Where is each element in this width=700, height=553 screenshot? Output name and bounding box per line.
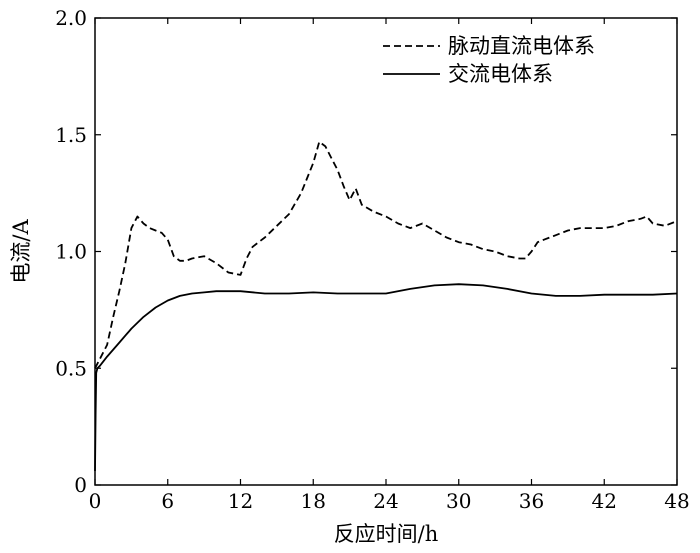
y-tick-label: 0 [74, 473, 87, 497]
x-tick-label: 42 [592, 489, 617, 513]
x-tick-label: 36 [519, 489, 544, 513]
legend-label: 脉动直流电体系 [448, 34, 595, 58]
plot-frame [94, 17, 678, 486]
y-tick-label: 0.5 [55, 356, 87, 380]
x-tick-label: 0 [89, 489, 102, 513]
y-tick-label: 1.5 [55, 123, 87, 147]
y-axis-title: 电流/A [9, 219, 33, 284]
x-tick-label: 24 [373, 489, 398, 513]
x-axis-title: 反应时间/h [334, 522, 439, 546]
x-tick-label: 48 [664, 489, 689, 513]
x-tick-label: 6 [161, 489, 174, 513]
series-line-solid [94, 283, 678, 472]
x-tick-label: 18 [301, 489, 326, 513]
x-tick-label: 12 [228, 489, 253, 513]
y-tick-label: 2.0 [55, 6, 87, 30]
series-line-dashed [94, 140, 678, 369]
x-tick-label: 30 [446, 489, 471, 513]
y-tick-label: 1.0 [55, 240, 87, 264]
legend-label: 交流电体系 [448, 62, 553, 86]
